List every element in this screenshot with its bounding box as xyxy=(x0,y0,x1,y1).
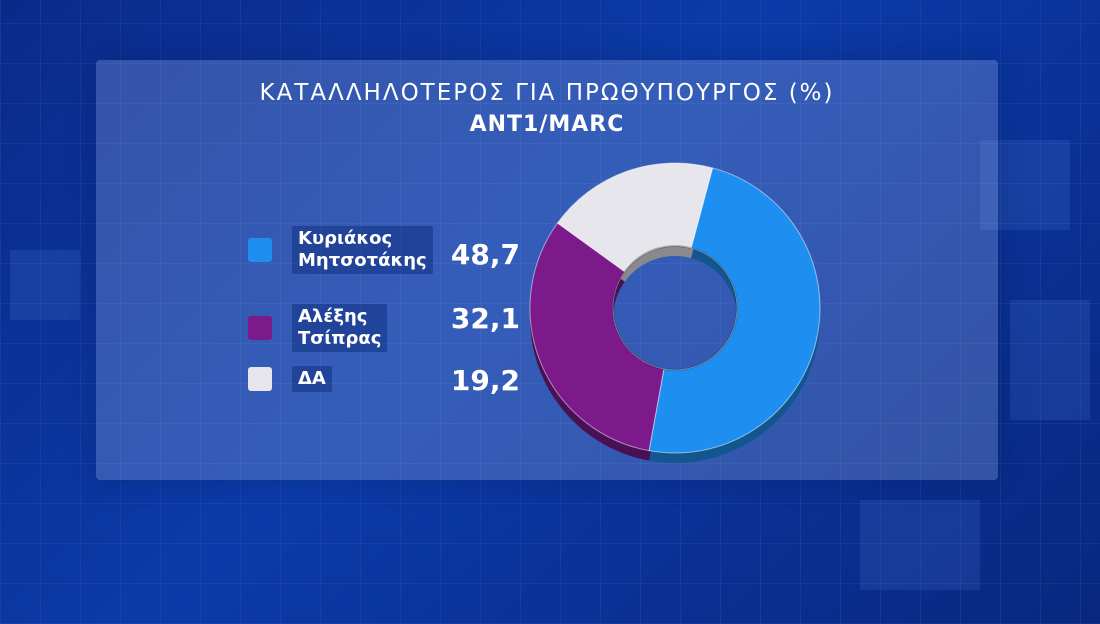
data-label-da: 19,2 xyxy=(450,364,520,397)
legend-label-line1: Αλέξης xyxy=(298,306,368,327)
background-tile xyxy=(860,500,980,590)
legend-label: Κυριάκος Μητσοτάκης xyxy=(292,226,433,274)
legend-item-mitsotakis: Κυριάκος Μητσοτάκης xyxy=(248,226,433,274)
data-label-tsipras: 32,1 xyxy=(450,302,520,335)
donut-hole-rim xyxy=(612,245,738,371)
legend-label-line2: Τσίπρας xyxy=(298,328,382,349)
legend-label-line1: ΔΑ xyxy=(298,368,326,389)
donut-slice-1 xyxy=(529,222,665,452)
legend-label-line2: Μητσοτάκης xyxy=(298,250,427,271)
legend-label: ΔΑ xyxy=(292,366,332,392)
legend-label: Αλέξης Τσίπρας xyxy=(292,304,388,352)
chart-subtitle: ANT1/MARC xyxy=(469,112,625,137)
legend-swatch-purple xyxy=(248,316,272,340)
donut-chart xyxy=(529,162,821,464)
background-tile xyxy=(10,250,80,320)
legend-swatch-blue xyxy=(248,238,272,262)
legend-swatch-gray xyxy=(248,367,272,391)
legend-label-line1: Κυριάκος xyxy=(298,228,393,249)
donut-slice-2 xyxy=(556,162,714,273)
legend-item-da: ΔΑ xyxy=(248,366,332,392)
background-tile xyxy=(1010,300,1090,420)
background-tile xyxy=(980,140,1070,230)
legend-item-tsipras: Αλέξης Τσίπρας xyxy=(248,304,388,352)
donut-slice-0 xyxy=(648,167,821,454)
chart-title: ΚΑΤΑΛΛΗΛΟΤΕΡΟΣ ΓΙΑ ΠΡΩΘΥΠΟΥΡΓΟΣ (%) xyxy=(259,80,835,106)
data-label-mitsotakis: 48,7 xyxy=(450,238,520,271)
